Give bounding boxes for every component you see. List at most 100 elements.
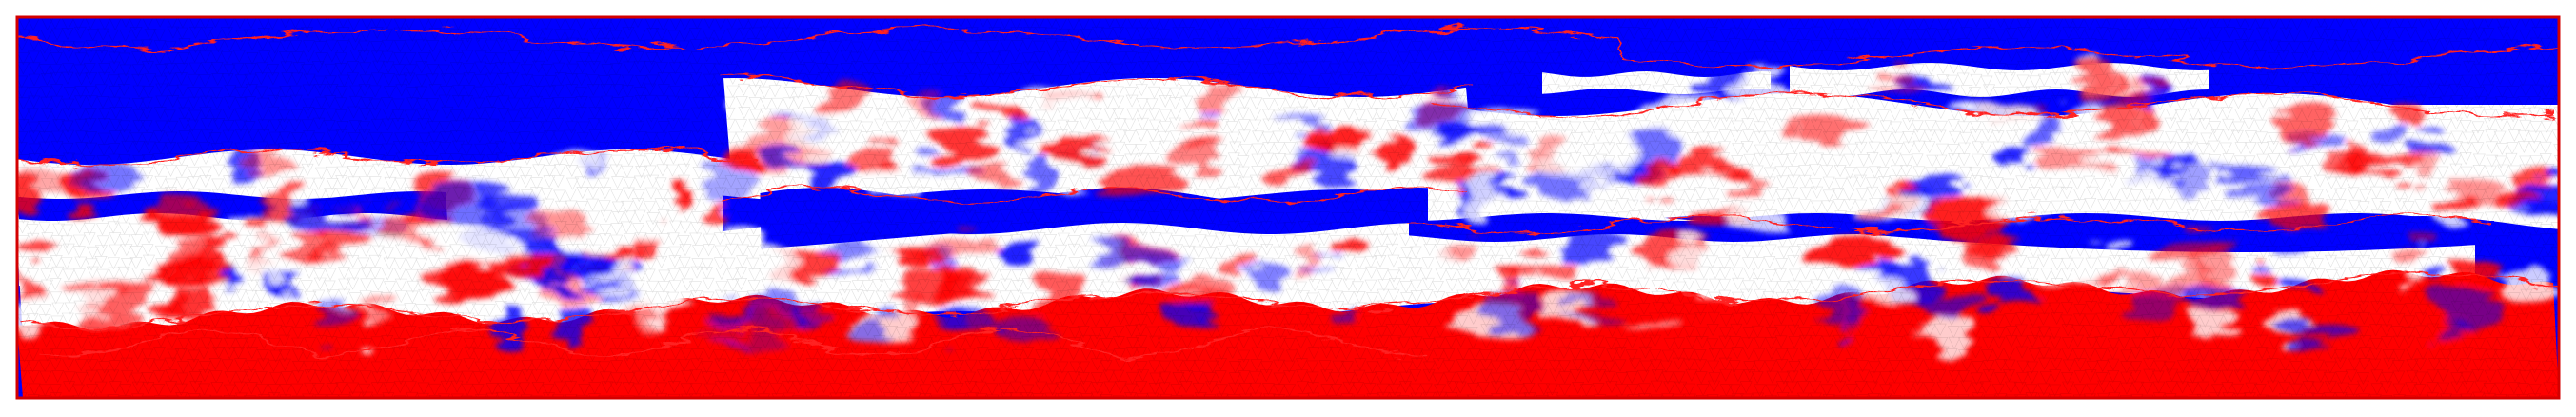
field-blob <box>2430 291 2510 327</box>
field-blob <box>732 249 800 290</box>
field-blob <box>1034 278 1080 309</box>
field-blob <box>665 183 687 208</box>
top-contour <box>17 28 2559 68</box>
field-blob <box>142 209 218 231</box>
field-blob <box>1570 302 1619 321</box>
field-blob <box>894 265 973 301</box>
field-blob <box>2378 297 2402 330</box>
field-blob <box>1996 149 2039 167</box>
bottom-contour <box>17 272 2559 328</box>
field-blob <box>628 226 690 240</box>
left-upper-contour <box>17 149 761 166</box>
field-blob <box>155 301 188 321</box>
field-blob <box>1927 307 1980 347</box>
field-blob <box>916 83 944 121</box>
field-blob <box>1042 135 1110 164</box>
field-blob <box>2429 192 2479 211</box>
field-blob <box>2249 261 2277 293</box>
field-blob <box>1814 239 1894 263</box>
center-blue-stripe <box>723 189 1428 234</box>
field-blob <box>1474 290 1554 326</box>
field-blob <box>1914 283 1976 315</box>
field-blob <box>1344 102 1376 131</box>
field-blob <box>17 269 44 309</box>
field-blob <box>2187 316 2248 336</box>
field-blob <box>2157 229 2236 265</box>
field-blob <box>2229 189 2296 202</box>
field-blob <box>1229 255 1250 277</box>
field-blob <box>509 228 565 250</box>
field-blob <box>926 127 996 153</box>
field-blob <box>726 141 748 164</box>
field-blob <box>1730 74 1793 106</box>
field-blob <box>2439 318 2488 334</box>
field-blob <box>336 307 402 331</box>
field-blob <box>768 150 837 167</box>
field-blob <box>559 303 590 346</box>
field-blob <box>2121 81 2167 96</box>
field-blob <box>1248 264 1292 291</box>
field-blob <box>2396 94 2435 128</box>
field-blob <box>271 248 299 286</box>
field-blob <box>2394 241 2425 258</box>
field-blob <box>1191 170 1257 183</box>
field-blob <box>1297 256 1338 270</box>
field-blob <box>1462 172 1496 213</box>
field-blob <box>1429 124 1508 142</box>
field-blob <box>2040 145 2117 167</box>
field-blob <box>542 154 602 175</box>
field-blob <box>2408 133 2455 157</box>
field-blob <box>1615 317 1681 330</box>
field-blob <box>1714 173 1770 190</box>
field-blob <box>2261 198 2332 230</box>
field-blob <box>483 261 548 280</box>
field-blob <box>2074 67 2122 97</box>
field-blob <box>1716 262 1742 283</box>
field-blob <box>436 232 489 247</box>
field-blob <box>1094 242 1175 273</box>
field-blob <box>1104 162 1182 204</box>
field-blob <box>2071 247 2130 260</box>
field-blob <box>1321 310 1363 324</box>
field-blob <box>1159 301 1219 333</box>
field-blob <box>1315 147 1386 164</box>
field-blob <box>2489 189 2534 207</box>
field-blob <box>918 233 995 260</box>
field-blob <box>1305 124 1371 153</box>
field-blob <box>1018 84 1096 112</box>
field-blob <box>312 296 352 338</box>
red-inner-contour <box>37 328 1427 357</box>
field-blob <box>1759 300 1796 322</box>
field-blob <box>246 150 303 175</box>
field-blob <box>2256 236 2311 256</box>
field-blob <box>1563 154 1621 189</box>
field-blob <box>680 175 703 195</box>
field-blob <box>2188 291 2240 316</box>
field-blob <box>1264 118 1329 133</box>
field-blob <box>1029 129 1054 143</box>
field-blob <box>1903 185 1965 198</box>
field-blob <box>876 236 905 263</box>
field-blob <box>1201 92 1238 113</box>
field-blob <box>942 310 979 342</box>
field-blob <box>1990 189 2051 225</box>
field-blob <box>1026 161 1050 197</box>
field-blob <box>89 271 152 303</box>
field-blob <box>1980 282 2035 305</box>
field-blob <box>1272 165 1314 191</box>
field-blob <box>153 252 231 287</box>
field-blob <box>280 204 360 237</box>
field-blob <box>17 169 89 195</box>
field-blob <box>380 208 442 241</box>
field-blob <box>786 111 865 141</box>
field-blob <box>17 234 44 255</box>
field-blob <box>1961 231 2012 274</box>
field-blob <box>418 180 495 221</box>
field-blob <box>985 108 1031 126</box>
field-blob <box>2233 113 2256 136</box>
field-blob <box>857 317 898 341</box>
field-blob <box>1331 231 1377 254</box>
field-blob <box>657 248 721 285</box>
field-blob <box>709 206 730 225</box>
right-upper-contour <box>1427 92 2559 117</box>
